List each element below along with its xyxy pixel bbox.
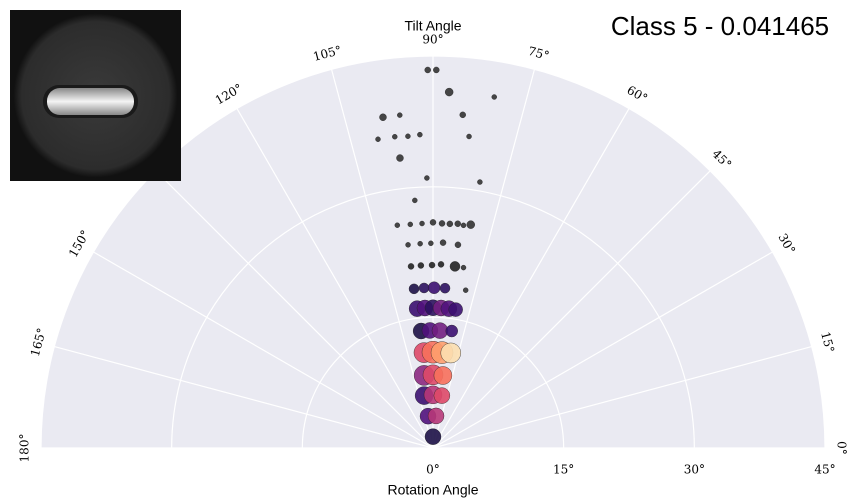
data-point [412,198,417,203]
data-point [428,241,433,246]
data-point [379,114,386,121]
data-point [428,282,440,294]
theta-tick-label: 150° [66,228,93,260]
data-point [445,88,453,96]
theta-tick-label: 90° [422,33,443,47]
theta-tick-label: 120° [213,81,245,108]
data-point [396,155,403,162]
data-point [395,223,400,228]
theta-tick-label: 165° [28,327,49,359]
theta-tick-label: 180° [18,434,32,463]
data-point [440,283,450,293]
data-point [408,263,414,269]
data-point [450,261,460,271]
data-point [461,265,466,270]
data-point [467,221,475,229]
theta-tick-label: 75° [527,44,551,63]
data-point [419,283,429,293]
data-point [418,262,424,268]
data-point [438,261,444,267]
data-point [441,343,461,363]
theta-tick-label: 30° [775,231,798,256]
data-point [408,222,413,227]
data-point [409,284,419,294]
theta-axis-label: Tilt Angle [404,18,461,34]
data-point [477,180,482,185]
data-point [420,221,425,226]
data-point [455,221,461,227]
data-point [434,367,452,385]
data-point [492,95,497,100]
data-point [397,113,402,118]
data-point [392,134,397,139]
data-point [418,241,423,246]
r-tick-label: 45° [814,463,835,477]
data-point [425,67,431,73]
data-point [406,242,411,247]
data-point [461,223,466,228]
data-point [446,325,458,337]
data-point [434,388,450,404]
data-point [467,134,472,139]
chart-title: Class 5 - 0.041465 [611,11,829,41]
data-point [463,288,468,293]
data-point [425,429,441,445]
theta-tick-label: 15° [818,330,837,354]
r-tick-label: 30° [684,463,705,477]
data-point [429,262,435,268]
r-axis-label: Rotation Angle [387,482,478,498]
data-point [417,132,422,137]
theta-tick-label: 0° [835,441,849,455]
data-point [439,220,445,226]
data-point [455,242,461,248]
data-point [433,67,439,73]
data-point [447,221,453,227]
data-point [449,303,463,317]
theta-tick-label: 45° [709,147,734,172]
data-point [376,137,381,142]
theta-tick-label: 60° [625,83,650,106]
class-average-image [10,10,181,181]
r-tick-label: 0° [426,463,440,477]
chart: Tilt Angle Rotation Angle Class 5 - 0.04… [0,0,861,499]
data-point [405,134,410,139]
data-point [424,176,429,181]
data-point [460,112,466,118]
data-point [440,240,446,246]
data-point [430,219,436,225]
theta-tick-label: 105° [312,43,344,64]
data-point [428,408,444,424]
r-tick-label: 15° [553,463,574,477]
